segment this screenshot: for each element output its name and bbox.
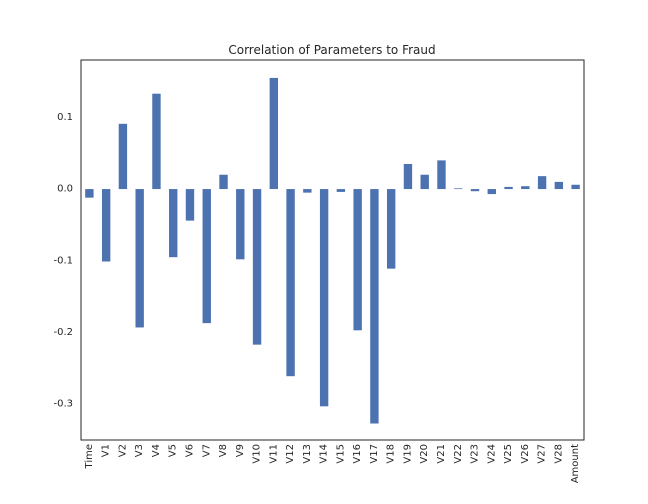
bar-v25 [504, 186, 513, 190]
x-tick-label-v3: V3 [134, 444, 145, 457]
bar-v9 [236, 189, 245, 260]
x-tick-label-amount: Amount [570, 444, 581, 483]
bar-v8 [219, 174, 228, 190]
x-tick-label-v5: V5 [168, 444, 179, 457]
bars [85, 77, 580, 424]
bar-v16 [353, 189, 362, 331]
bar-v18 [386, 189, 396, 269]
bar-v22 [454, 188, 463, 190]
bar-v17 [370, 189, 379, 424]
x-tick-label-v18: V18 [386, 444, 397, 464]
x-tick-label-v13: V13 [302, 444, 313, 464]
bar-v11 [269, 77, 279, 190]
y-axis-ticks: 0.1 0.0 -0.1 -0.2 -0.3 [53, 112, 73, 410]
bar-v4 [152, 93, 161, 190]
bar-v24 [487, 189, 496, 195]
bar-v27 [537, 176, 547, 190]
chart-title: Correlation of Parameters to Fraud [228, 43, 435, 57]
x-tick-label-v14: V14 [319, 444, 330, 464]
x-tick-label-v9: V9 [235, 444, 246, 457]
bar-v19 [403, 163, 413, 190]
x-tick-label-v27: V27 [537, 444, 548, 464]
x-tick-label-v16: V16 [352, 444, 363, 464]
x-tick-label-v4: V4 [151, 444, 162, 457]
bar-v26 [521, 186, 530, 190]
x-tick-label-v25: V25 [503, 444, 514, 464]
x-tick-label-v28: V28 [553, 444, 564, 464]
bar-v3 [135, 189, 144, 328]
y-tick-label: 0.0 [57, 184, 73, 195]
x-tick-label-v20: V20 [419, 444, 430, 464]
bar-v2 [118, 123, 128, 190]
bar-v23 [470, 189, 480, 192]
x-tick-label-v2: V2 [117, 444, 128, 457]
bar-v10 [252, 189, 262, 345]
bar-v15 [336, 189, 346, 192]
x-tick-label-v26: V26 [520, 444, 531, 464]
y-tick-label: -0.3 [53, 399, 73, 410]
y-tick-label: -0.2 [53, 327, 73, 338]
y-tick-label: 0.1 [57, 112, 73, 123]
x-tick-label-v12: V12 [285, 444, 296, 464]
bar-v21 [437, 160, 446, 190]
x-tick-label-v21: V21 [436, 444, 447, 464]
x-tick-label-v19: V19 [402, 444, 413, 464]
x-tick-label-v7: V7 [201, 444, 212, 457]
bar-v1 [101, 189, 111, 262]
x-tick-label-v1: V1 [101, 444, 112, 457]
y-tick-label: -0.1 [53, 255, 73, 266]
bar-v20 [420, 174, 429, 190]
bar-v14 [319, 189, 329, 407]
plot-frame [80, 59, 585, 441]
x-tick-label-v15: V15 [335, 444, 346, 464]
x-tick-label-v24: V24 [486, 444, 497, 464]
x-tick-label-v23: V23 [470, 444, 481, 464]
bar-time [85, 189, 94, 198]
bar-v28 [554, 181, 564, 190]
x-tick-label-time: Time [84, 444, 95, 469]
bar-v7 [202, 189, 211, 324]
x-tick-label-v6: V6 [184, 444, 195, 457]
bar-v13 [303, 189, 312, 193]
x-tick-label-v11: V11 [268, 444, 279, 464]
bar-v5 [169, 189, 178, 258]
x-tick-label-v17: V17 [369, 444, 380, 464]
x-tick-label-v22: V22 [453, 444, 464, 464]
bar-v12 [286, 189, 295, 377]
x-tick-label-v10: V10 [252, 444, 263, 464]
bar-amount [571, 184, 580, 190]
x-tick-label-v8: V8 [218, 444, 229, 457]
bar-v6 [185, 189, 195, 221]
x-axis-ticks: Time V1 V2 V3 V4 V5 V6 V7 V8 V9 V10 V11 V12 V13 V14 V15… [84, 444, 581, 483]
